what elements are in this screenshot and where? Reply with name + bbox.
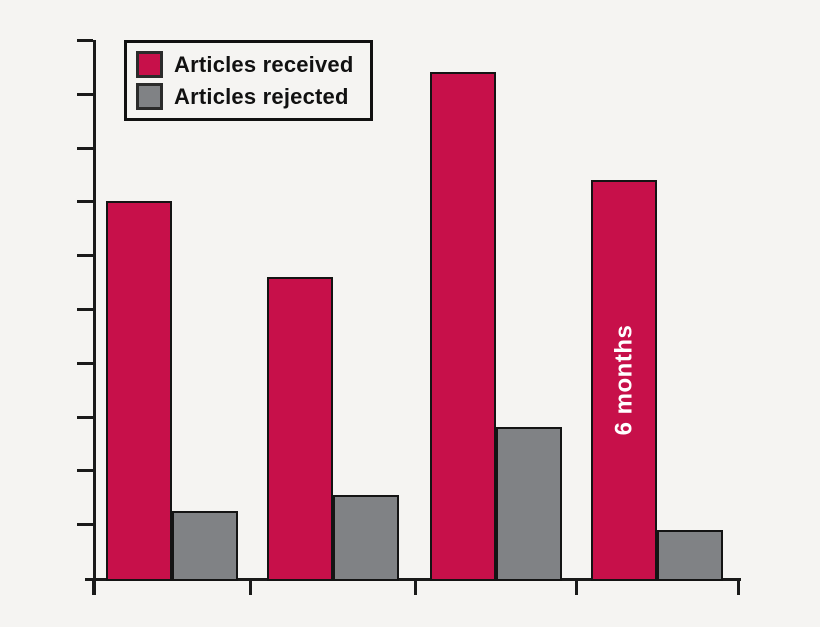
y-axis-tick	[77, 523, 93, 527]
legend-label-rejected: Articles rejected	[174, 83, 349, 109]
y-axis-tick	[77, 308, 93, 311]
bar-rejected-group-1	[171, 510, 238, 581]
bar-annotation-6-months: 6 months	[610, 325, 637, 436]
x-axis-tick	[249, 578, 252, 595]
legend-label-received: Articles received	[174, 51, 354, 77]
bar-rejected-group-4	[657, 529, 723, 581]
y-axis-tick	[77, 146, 93, 150]
x-axis-tick	[92, 578, 95, 595]
x-axis-tick	[737, 578, 740, 595]
y-axis-tick	[77, 415, 93, 419]
bar-received-group-3	[429, 72, 496, 581]
legend-item-received: Articles received	[136, 51, 354, 78]
x-axis-tick	[414, 578, 417, 595]
rejected-legend-swatch	[136, 83, 163, 110]
x-axis-tick	[575, 578, 578, 595]
legend: Articles received Articles rejected	[124, 40, 373, 121]
y-axis-tick	[77, 469, 93, 473]
y-axis-tick	[77, 92, 93, 96]
y-axis-tick	[77, 361, 93, 365]
bar-rejected-group-3	[495, 427, 562, 581]
bar-rejected-group-2	[332, 494, 399, 581]
legend-item-rejected: Articles rejected	[136, 83, 354, 110]
y-axis-tick	[77, 200, 93, 204]
y-axis-tick	[77, 39, 93, 42]
x-axis	[85, 578, 741, 581]
bar-received-group-1	[105, 201, 172, 581]
received-legend-swatch	[136, 51, 163, 78]
y-axis	[93, 40, 96, 595]
bar-received-group-2	[266, 276, 333, 581]
y-axis-tick	[77, 254, 93, 258]
bar-received-group-4: 6 months	[591, 179, 657, 581]
